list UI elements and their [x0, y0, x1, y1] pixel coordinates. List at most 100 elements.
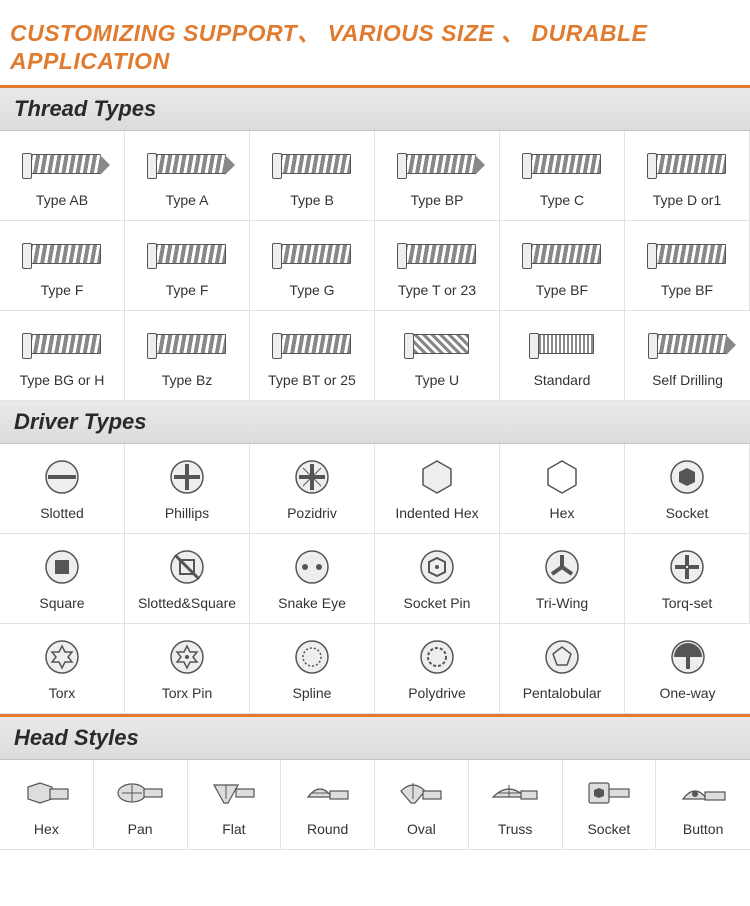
thread-types-grid: Type ABType AType BType BPType CType D o… [0, 131, 750, 401]
cell-screw-bt: Type BT or 25 [250, 311, 375, 401]
cell-drv-torxpin: Torx Pin [125, 624, 250, 714]
label-drv-indhex: Indented Hex [395, 506, 478, 521]
label-drv-socketpin: Socket Pin [404, 596, 471, 611]
cell-screw-t: Type T or 23 [375, 221, 500, 311]
label-drv-penta: Pentalobular [523, 686, 602, 701]
cell-head-socket: Socket [563, 760, 657, 850]
drv-triwing-icon [542, 548, 582, 586]
label-drv-socket: Socket [666, 506, 709, 521]
screw-bg-icon [23, 325, 101, 363]
cell-drv-penta: Pentalobular [500, 624, 625, 714]
label-drv-triwing: Tri-Wing [536, 596, 588, 611]
label-screw-t: Type T or 23 [398, 283, 476, 298]
screw-bt-icon [273, 325, 351, 363]
screw-d-icon [648, 145, 726, 183]
screw-std-icon [530, 325, 594, 363]
label-screw-std: Standard [534, 373, 591, 388]
screw-g-icon [273, 235, 351, 273]
head-button-icon [679, 774, 727, 812]
label-head-truss: Truss [498, 822, 532, 837]
head-hex-icon [22, 774, 70, 812]
label-drv-slotsquare: Slotted&Square [138, 596, 236, 611]
cell-drv-slotted: Slotted [0, 444, 125, 534]
label-screw-bg: Type BG or H [20, 373, 105, 388]
drv-oneway-icon [668, 638, 708, 676]
section-header-thread: Thread Types [0, 88, 750, 131]
label-screw-a: Type A [166, 193, 209, 208]
drv-indhex-icon [417, 458, 457, 496]
label-screw-bz: Type Bz [162, 373, 213, 388]
drv-spline-icon [292, 638, 332, 676]
cell-screw-a: Type A [125, 131, 250, 221]
screw-bf2-icon [648, 235, 726, 273]
cell-drv-slotsquare: Slotted&Square [125, 534, 250, 624]
label-head-pan: Pan [128, 822, 153, 837]
cell-drv-hex: Hex [500, 444, 625, 534]
driver-types-grid: Slotted Phillips Pozidriv Indented Hex Hex So… [0, 444, 750, 714]
label-drv-polydrive: Polydrive [408, 686, 466, 701]
cell-screw-bp: Type BP [375, 131, 500, 221]
drv-torxpin-icon [167, 638, 207, 676]
drv-square-icon [42, 548, 82, 586]
cell-screw-bf2: Type BF [625, 221, 750, 311]
label-drv-torxpin: Torx Pin [162, 686, 213, 701]
label-drv-square: Square [39, 596, 84, 611]
label-drv-spline: Spline [293, 686, 332, 701]
cell-drv-snake: Snake Eye [250, 534, 375, 624]
screw-u-icon [405, 325, 469, 363]
cell-drv-triwing: Tri-Wing [500, 534, 625, 624]
screw-f1-icon [23, 235, 101, 273]
cell-drv-indhex: Indented Hex [375, 444, 500, 534]
drv-torx-icon [42, 638, 82, 676]
label-drv-pozidriv: Pozidriv [287, 506, 337, 521]
cell-head-oval: Oval [375, 760, 469, 850]
drv-phillips-icon [167, 458, 207, 496]
cell-drv-spline: Spline [250, 624, 375, 714]
label-drv-oneway: One-way [659, 686, 715, 701]
head-pan-icon [116, 774, 164, 812]
drv-polydrive-icon [417, 638, 457, 676]
head-socket-icon [585, 774, 633, 812]
label-screw-d: Type D or1 [653, 193, 721, 208]
cell-head-round: Round [281, 760, 375, 850]
cell-screw-g: Type G [250, 221, 375, 311]
cell-drv-torqset: Torq-set [625, 534, 750, 624]
drv-slotted-icon [42, 458, 82, 496]
label-screw-c: Type C [540, 193, 584, 208]
label-drv-slotted: Slotted [40, 506, 84, 521]
label-drv-hex: Hex [550, 506, 575, 521]
drv-socket-icon [667, 458, 707, 496]
screw-b-icon [273, 145, 351, 183]
label-screw-bf2: Type BF [661, 283, 713, 298]
label-drv-torx: Torx [49, 686, 75, 701]
cell-head-truss: Truss [469, 760, 563, 850]
screw-bp-icon [398, 145, 476, 183]
banner: CUSTOMIZING SUPPORT、 VARIOUS SIZE 、 DURA… [0, 0, 750, 88]
head-truss-icon [491, 774, 539, 812]
cell-drv-polydrive: Polydrive [375, 624, 500, 714]
label-drv-phillips: Phillips [165, 506, 209, 521]
drv-torqset-icon [667, 548, 707, 586]
head-styles-grid: Hex Pan Flat Round Oval Truss SocketButton [0, 760, 750, 850]
head-flat-icon [210, 774, 258, 812]
cell-drv-socket: Socket [625, 444, 750, 534]
cell-head-flat: Flat [188, 760, 282, 850]
head-round-icon [304, 774, 352, 812]
label-head-flat: Flat [222, 822, 245, 837]
label-screw-bf1: Type BF [536, 283, 588, 298]
cell-screw-c: Type C [500, 131, 625, 221]
drv-hex-icon [542, 458, 582, 496]
screw-ab-icon [23, 145, 101, 183]
cell-screw-f1: Type F [0, 221, 125, 311]
cell-screw-d: Type D or1 [625, 131, 750, 221]
drv-penta-icon [542, 638, 582, 676]
cell-drv-socketpin: Socket Pin [375, 534, 500, 624]
cell-screw-ab: Type AB [0, 131, 125, 221]
screw-self-icon [649, 325, 727, 363]
cell-head-button: Button [656, 760, 750, 850]
cell-drv-square: Square [0, 534, 125, 624]
cell-head-hex: Hex [0, 760, 94, 850]
cell-screw-std: Standard [500, 311, 625, 401]
screw-bz-icon [148, 325, 226, 363]
label-head-oval: Oval [407, 822, 436, 837]
